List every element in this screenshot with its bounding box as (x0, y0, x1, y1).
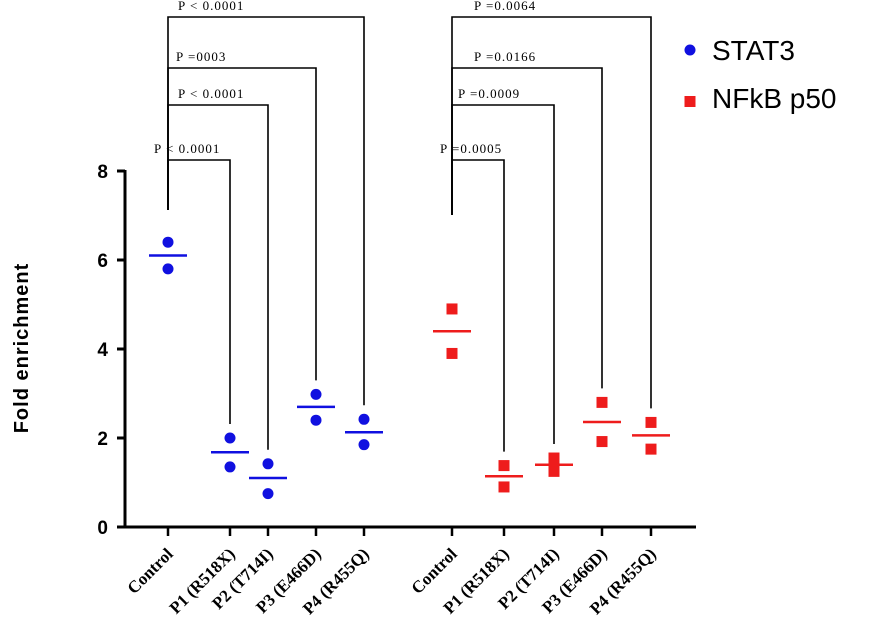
nfkb-data-point (446, 303, 458, 315)
stat3-data-point (310, 414, 322, 426)
significance-bracket (451, 16, 652, 409)
y-tick-label: 2 (97, 429, 108, 450)
stat3-data-point (224, 461, 236, 473)
nfkb-data-point (548, 452, 560, 464)
nfkb-data-point (645, 443, 657, 455)
stat3-data-point (358, 413, 370, 425)
p-value-label: P < 0.0001 (154, 141, 220, 156)
stat3-data-point (162, 263, 174, 275)
p-value-label: P =0.0166 (474, 49, 536, 64)
nfkb-data-point (596, 436, 608, 448)
nfkb-data-point (498, 460, 510, 472)
legend-square-marker (684, 96, 696, 107)
stat3-data-point (262, 458, 274, 470)
data-points (162, 236, 657, 500)
significance-bracket (167, 104, 269, 450)
p-value-label: P < 0.0001 (178, 86, 244, 101)
y-tick-label: 8 (97, 162, 108, 183)
y-tick-label: 4 (97, 340, 108, 361)
stat3-data-point (358, 439, 370, 451)
p-value-label: P < 0.0001 (178, 0, 244, 13)
stat3-data-point (224, 432, 236, 444)
mean-lines (149, 254, 670, 480)
significance-brackets: P < 0.0001 P < 0.0001 P =0003 P < 0.0001 P =… (154, 0, 652, 452)
significance-bracket (451, 159, 505, 452)
p-value-label: P =0.0064 (474, 0, 536, 13)
legend-label: NFkB p50 (712, 83, 837, 114)
stat3-data-point (162, 236, 174, 248)
legend-label: STAT3 (712, 35, 795, 66)
significance-bracket (167, 67, 317, 381)
axes (123, 170, 696, 529)
significance-bracket (167, 16, 365, 406)
p-value-label: P =0.0009 (458, 86, 520, 101)
p-value-label: P =0003 (176, 49, 226, 64)
nfkb-data-point (446, 347, 458, 359)
category-label: Control (124, 544, 177, 597)
stat3-data-point (310, 388, 322, 400)
nfkb-data-point (548, 465, 560, 477)
legend-circle-marker (684, 44, 696, 56)
nfkb-data-point (498, 481, 510, 493)
stat3-data-point (262, 488, 274, 500)
significance-bracket (451, 67, 603, 389)
nfkb-data-point (645, 416, 657, 428)
significance-bracket (167, 159, 231, 424)
y-tick-label: 6 (97, 251, 108, 272)
y-ticks: 0 2 4 6 8 (97, 162, 125, 539)
y-tick-label: 0 (97, 518, 108, 539)
y-axis-label: Fold enrichment (11, 263, 33, 434)
nfkb-data-point (596, 396, 608, 408)
p-value-label: P =0.0005 (440, 141, 502, 156)
legend: STAT3 NFkB p50 (684, 35, 837, 114)
